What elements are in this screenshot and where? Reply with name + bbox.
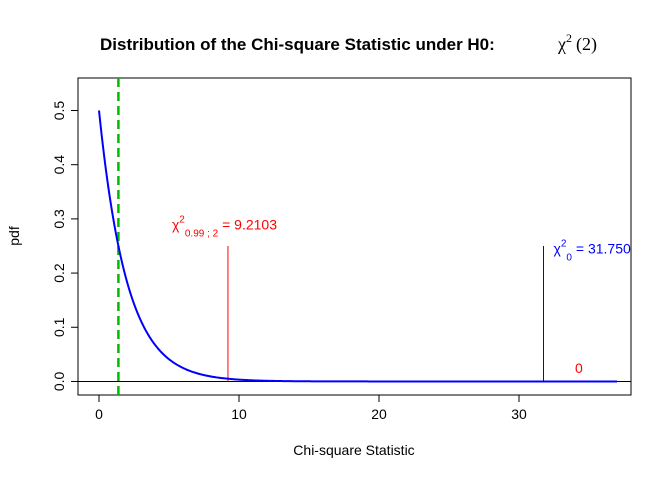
title-chi-symbol: χ [557, 34, 566, 54]
title-df: (2) [576, 34, 597, 55]
critical-chi-sup: 2 [179, 214, 185, 225]
title-chi-sup: 2 [566, 31, 572, 45]
y-axis: 0.0 0.1 0.2 0.3 0.4 0.5 [51, 101, 78, 392]
x-axis: 0 10 20 30 [95, 395, 527, 422]
pdf-curve [98, 110, 617, 383]
observed-chi-symbol: χ [554, 241, 562, 257]
chart-title: Distribution of the Chi-square Statistic… [100, 31, 597, 55]
critical-chi-sub: 0.99 ; 2 [185, 228, 219, 239]
x-axis-label: Chi-square Statistic [293, 442, 414, 458]
x-tick-label-20: 20 [371, 406, 387, 422]
observed-statistic-label: χ2 0 = 31.750 [554, 239, 631, 264]
y-tick-label-0.5: 0.5 [51, 101, 67, 121]
y-tick-label-0.4: 0.4 [51, 155, 67, 175]
critical-chi-symbol: χ [172, 216, 180, 232]
plot-frame [77, 77, 632, 396]
x-tick-label-0: 0 [95, 406, 103, 422]
y-tick-label-0.1: 0.1 [51, 317, 67, 337]
critical-value-eq: = 9.2103 [218, 216, 277, 232]
observed-chi-sub: 0 [566, 253, 572, 264]
observed-value-eq: = 31.750 [572, 241, 631, 257]
p-value-label: 0 [575, 360, 583, 376]
critical-value-label: χ20.99 ; 2 = 9.2103 [172, 214, 277, 239]
chart-title-math: χ2 (2) [557, 31, 597, 55]
y-axis-label: pdf [6, 226, 22, 246]
x-tick-label-30: 30 [511, 406, 527, 422]
chart-marks [78, 78, 631, 395]
observed-chi-sup: 2 [561, 239, 567, 250]
y-tick-label-0.0: 0.0 [51, 372, 67, 392]
y-tick-label-0.3: 0.3 [51, 209, 67, 229]
y-tick-label-0.2: 0.2 [51, 263, 67, 283]
x-tick-label-10: 10 [231, 406, 247, 422]
chart-title-text: Distribution of the Chi-square Statistic… [100, 35, 495, 54]
